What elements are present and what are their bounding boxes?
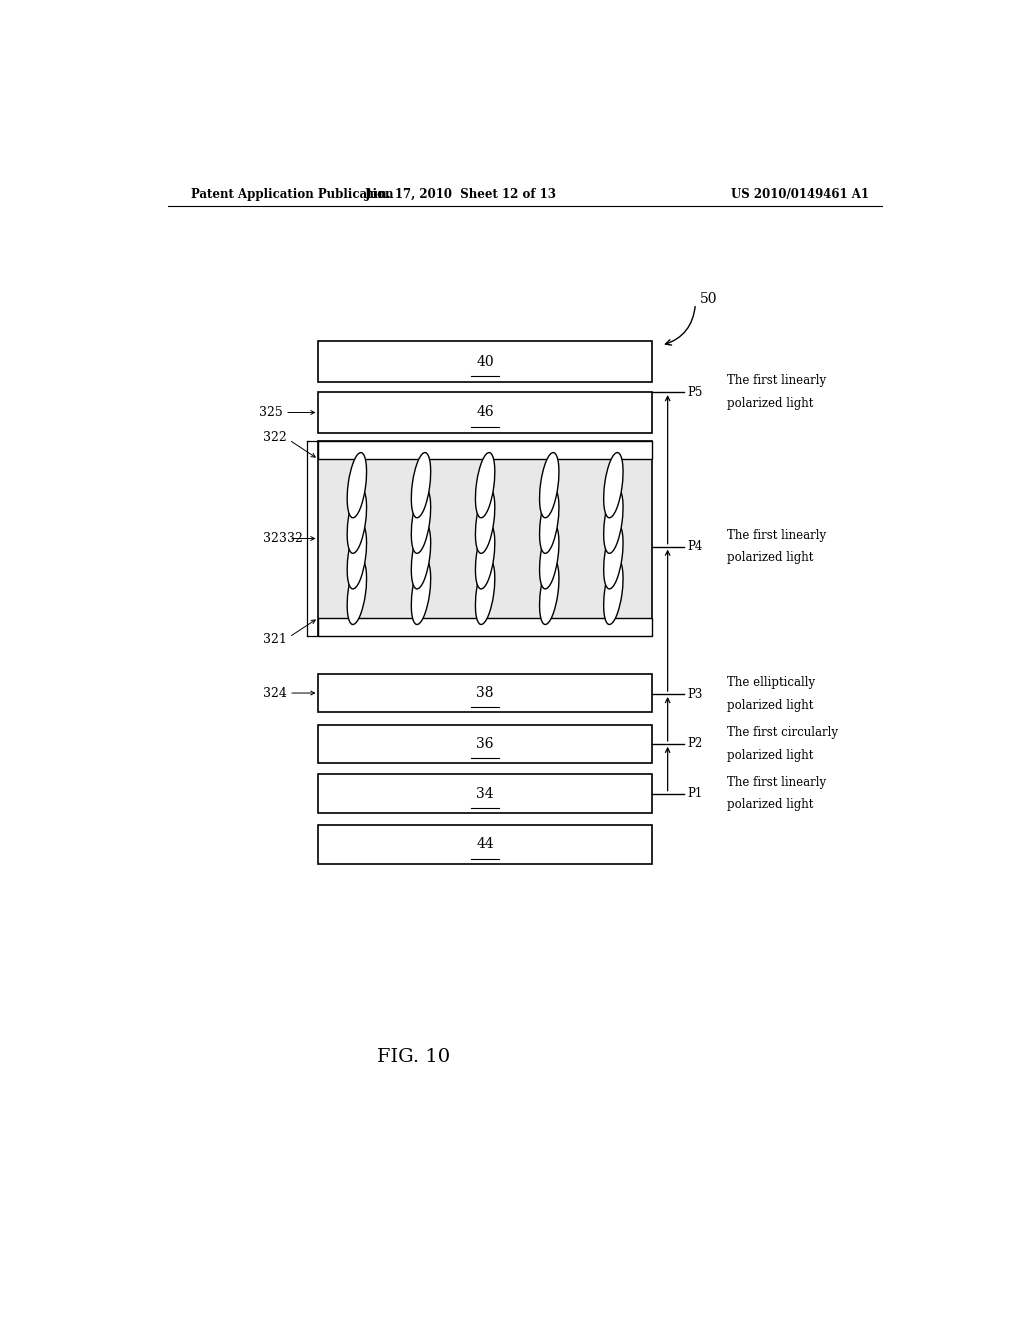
Text: 323: 323 — [263, 532, 287, 545]
Bar — [318, 775, 651, 813]
Text: 34: 34 — [476, 787, 494, 801]
Ellipse shape — [604, 488, 623, 553]
Text: Patent Application Publication: Patent Application Publication — [191, 189, 394, 202]
Text: polarized light: polarized light — [727, 698, 813, 711]
Text: FIG. 10: FIG. 10 — [377, 1048, 451, 1065]
Text: P5: P5 — [687, 385, 702, 399]
Ellipse shape — [475, 453, 495, 517]
Bar — [318, 441, 651, 459]
Text: The first linearly: The first linearly — [727, 375, 826, 388]
Text: 50: 50 — [699, 292, 717, 306]
Ellipse shape — [604, 453, 623, 517]
Text: P4: P4 — [687, 540, 702, 553]
Text: US 2010/0149461 A1: US 2010/0149461 A1 — [731, 189, 869, 202]
Text: P1: P1 — [687, 787, 702, 800]
Text: 322: 322 — [263, 432, 287, 445]
Text: The elliptically: The elliptically — [727, 676, 815, 689]
Bar — [318, 342, 651, 381]
Text: polarized light: polarized light — [727, 799, 813, 812]
Ellipse shape — [475, 560, 495, 624]
Text: 32: 32 — [287, 532, 303, 545]
Ellipse shape — [347, 488, 367, 553]
Ellipse shape — [540, 453, 559, 517]
Ellipse shape — [540, 488, 559, 553]
Ellipse shape — [412, 488, 431, 553]
Ellipse shape — [604, 524, 623, 589]
Bar — [318, 725, 651, 763]
Ellipse shape — [475, 488, 495, 553]
Text: polarized light: polarized light — [727, 748, 813, 762]
Text: 40: 40 — [476, 355, 494, 368]
Text: P3: P3 — [687, 688, 702, 701]
Bar — [318, 825, 651, 863]
Ellipse shape — [540, 524, 559, 589]
Text: 321: 321 — [263, 632, 287, 645]
Text: 325: 325 — [259, 407, 283, 418]
Bar — [318, 392, 651, 433]
Ellipse shape — [347, 453, 367, 517]
Ellipse shape — [347, 560, 367, 624]
Text: 36: 36 — [476, 737, 494, 751]
Bar — [318, 618, 651, 636]
Text: The first linearly: The first linearly — [727, 776, 826, 789]
Text: P2: P2 — [687, 738, 702, 750]
Text: Jun. 17, 2010  Sheet 12 of 13: Jun. 17, 2010 Sheet 12 of 13 — [366, 189, 557, 202]
Ellipse shape — [412, 453, 431, 517]
Ellipse shape — [604, 560, 623, 624]
Text: 324: 324 — [263, 686, 287, 700]
Ellipse shape — [412, 560, 431, 624]
Text: 38: 38 — [476, 686, 494, 700]
Bar — [318, 441, 651, 636]
Text: The first linearly: The first linearly — [727, 529, 826, 543]
Text: 46: 46 — [476, 405, 494, 420]
Ellipse shape — [540, 560, 559, 624]
Bar — [318, 673, 651, 713]
Ellipse shape — [475, 524, 495, 589]
Text: polarized light: polarized light — [727, 397, 813, 409]
Text: polarized light: polarized light — [727, 552, 813, 565]
Ellipse shape — [347, 524, 367, 589]
Ellipse shape — [412, 524, 431, 589]
Text: 44: 44 — [476, 837, 494, 851]
Text: The first circularly: The first circularly — [727, 726, 839, 739]
